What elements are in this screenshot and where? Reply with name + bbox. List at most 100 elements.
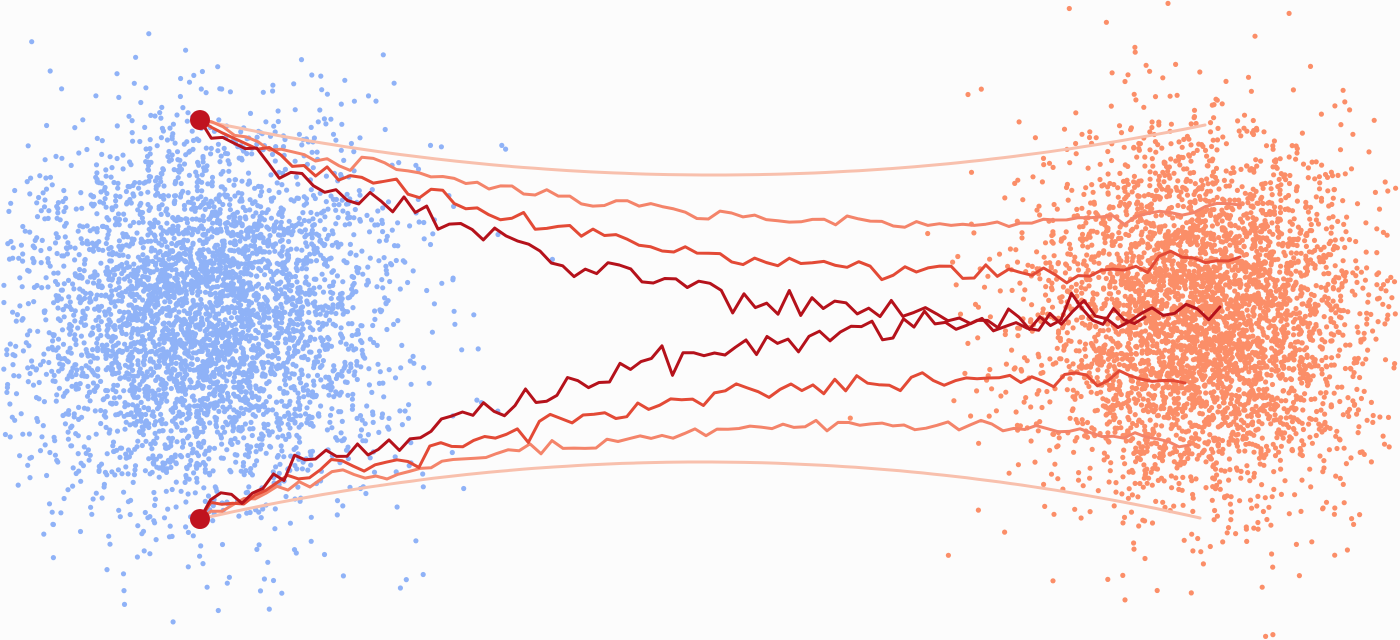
source-point: [58, 356, 64, 362]
source-point: [246, 374, 252, 380]
source-point: [83, 363, 89, 369]
source-point: [193, 205, 199, 211]
source-point: [272, 248, 278, 254]
source-point: [171, 378, 177, 384]
source-point: [154, 399, 160, 406]
source-point: [149, 313, 155, 319]
source-point: [452, 321, 458, 327]
source-point: [218, 228, 224, 234]
source-point: [68, 323, 74, 329]
source-point: [231, 374, 237, 380]
source-point: [238, 129, 244, 135]
source-point: [61, 187, 67, 194]
source-point: [59, 155, 65, 161]
source-point: [192, 283, 198, 289]
source-point: [431, 301, 437, 307]
source-point: [142, 337, 148, 344]
source-point: [222, 383, 228, 389]
target-point: [1312, 262, 1318, 269]
source-point: [125, 471, 131, 477]
source-point: [318, 73, 324, 79]
source-point: [156, 279, 162, 285]
source-point: [178, 289, 185, 295]
source-point: [117, 194, 123, 200]
source-point: [211, 348, 217, 354]
source-point: [165, 153, 171, 160]
source-point: [92, 408, 98, 414]
source-point: [298, 367, 305, 373]
source-point: [15, 482, 21, 488]
source-point: [185, 529, 191, 536]
source-point: [120, 231, 126, 237]
source-point: [41, 399, 48, 405]
source-point: [135, 358, 141, 364]
source-point: [162, 269, 168, 275]
target-point: [1121, 144, 1127, 150]
source-point: [218, 252, 224, 258]
source-point: [193, 433, 199, 439]
target-point: [951, 398, 957, 404]
source-point: [295, 340, 301, 346]
source-point: [175, 354, 181, 360]
target-point: [1291, 216, 1297, 222]
source-point: [282, 291, 288, 297]
source-point: [266, 249, 272, 255]
source-point: [113, 287, 119, 293]
target-point: [1237, 498, 1243, 504]
source-point: [216, 311, 222, 317]
source-point: [166, 336, 172, 342]
source-point: [145, 396, 151, 402]
source-point: [291, 81, 297, 87]
target-point: [1089, 182, 1095, 188]
source-point: [376, 258, 382, 264]
source-point: [234, 452, 240, 458]
source-point: [174, 149, 181, 155]
source-point: [208, 151, 214, 157]
source-point: [122, 321, 128, 327]
source-point: [135, 254, 141, 260]
source-point: [226, 168, 232, 174]
source-point: [76, 252, 82, 258]
source-point: [237, 274, 243, 281]
source-point: [143, 373, 149, 379]
source-point: [405, 415, 412, 421]
source-point: [86, 457, 92, 463]
source-point: [335, 302, 341, 308]
target-point: [1021, 399, 1027, 405]
source-point: [186, 149, 192, 155]
source-point: [312, 299, 318, 305]
source-point: [173, 301, 179, 307]
source-point: [99, 138, 105, 144]
source-point: [262, 272, 268, 278]
source-point: [184, 372, 190, 378]
source-point: [345, 346, 351, 352]
source-point: [111, 395, 117, 401]
source-point: [121, 413, 127, 419]
source-point: [320, 255, 326, 262]
source-point: [358, 338, 364, 344]
source-point: [289, 301, 295, 307]
source-point: [107, 258, 113, 264]
source-point: [168, 357, 174, 363]
source-point: [305, 392, 311, 398]
source-point: [103, 240, 109, 247]
source-point: [102, 196, 108, 202]
source-point: [158, 115, 164, 121]
source-point: [199, 348, 205, 354]
source-point: [217, 192, 223, 198]
source-point: [175, 175, 181, 181]
source-point: [318, 403, 324, 409]
source-point: [107, 541, 113, 547]
source-point: [265, 225, 271, 231]
source-point: [156, 474, 162, 480]
source-point: [339, 438, 345, 444]
source-point: [117, 394, 123, 400]
source-point: [120, 294, 126, 300]
target-point: [1338, 298, 1344, 304]
source-point: [243, 207, 249, 214]
source-point: [216, 117, 222, 123]
target-point: [1376, 295, 1382, 301]
source-point: [90, 496, 96, 502]
source-point: [125, 286, 131, 292]
source-point: [179, 322, 186, 328]
